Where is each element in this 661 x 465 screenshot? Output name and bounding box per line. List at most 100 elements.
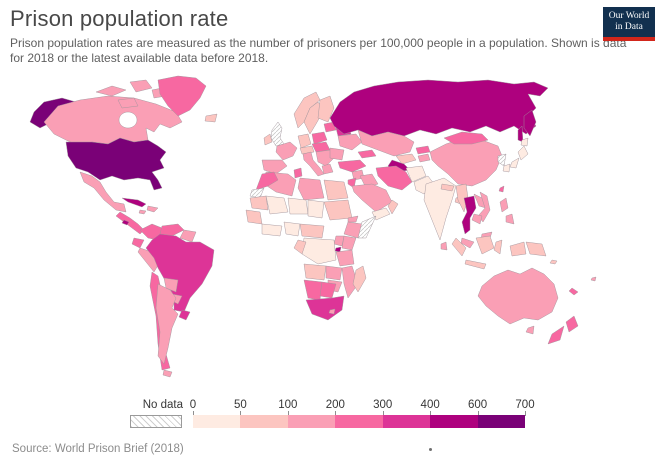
country-ecuador[interactable]: [131, 237, 145, 249]
country-mexico[interactable]: [79, 171, 127, 213]
region-balkans[interactable]: [315, 149, 335, 167]
country-madagascar[interactable]: [352, 265, 367, 293]
philippines-mindanao[interactable]: [505, 213, 515, 225]
country-uzbekistan[interactable]: [395, 153, 417, 165]
region-west-africa-coast[interactable]: [261, 223, 283, 237]
country-uruguay[interactable]: [178, 309, 191, 321]
country-south-korea[interactable]: [502, 163, 511, 173]
russia-kamchatka[interactable]: [523, 109, 537, 137]
country-zambia[interactable]: [325, 265, 343, 281]
indonesia-west-papua[interactable]: [509, 241, 527, 257]
country-rwanda[interactable]: [334, 246, 342, 253]
country-nepal[interactable]: [440, 183, 455, 192]
country-libya[interactable]: [297, 177, 325, 201]
country-russia[interactable]: [329, 79, 549, 137]
country-malaysia[interactable]: [460, 237, 475, 249]
legend-bin-swatch[interactable]: [430, 415, 478, 428]
legend-bin-swatch[interactable]: [287, 415, 336, 428]
canadian-arctic-island[interactable]: [129, 79, 153, 93]
country-ukraine[interactable]: [337, 133, 363, 151]
country-france[interactable]: [275, 141, 298, 161]
country-japan[interactable]: [517, 145, 529, 161]
country-india[interactable]: [423, 177, 457, 241]
country-kyrgyzstan[interactable]: [415, 145, 431, 155]
country-australia[interactable]: [477, 267, 559, 325]
country-poland[interactable]: [311, 131, 328, 145]
indonesia-java[interactable]: [464, 259, 487, 270]
owid-logo[interactable]: Our World in Data: [603, 7, 655, 41]
country-iceland[interactable]: [204, 113, 218, 123]
country-botswana[interactable]: [319, 281, 337, 299]
country-turkey[interactable]: [337, 159, 367, 173]
country-morocco[interactable]: [255, 171, 279, 191]
country-dr-congo[interactable]: [301, 237, 337, 265]
country-north-korea[interactable]: [497, 153, 507, 167]
country-fiji[interactable]: [590, 276, 597, 282]
country-oman[interactable]: [387, 199, 399, 215]
country-south-africa[interactable]: [305, 295, 345, 321]
country-chad[interactable]: [307, 199, 325, 219]
philippines-luzon[interactable]: [499, 197, 509, 213]
country-mozambique[interactable]: [341, 265, 359, 299]
country-niger[interactable]: [287, 197, 309, 215]
country-uganda[interactable]: [333, 235, 345, 247]
country-germany[interactable]: [297, 133, 312, 149]
country-venezuela[interactable]: [159, 223, 185, 237]
country-finland[interactable]: [317, 95, 335, 123]
country-solomon-islands[interactable]: [549, 259, 558, 265]
country-angola[interactable]: [303, 263, 327, 281]
japan-hokkaido[interactable]: [520, 137, 529, 147]
indonesia-borneo[interactable]: [475, 235, 495, 255]
country-united-kingdom[interactable]: [270, 121, 285, 147]
country-ireland[interactable]: [263, 133, 273, 146]
tierra-del-fuego[interactable]: [162, 369, 173, 378]
country-nigeria[interactable]: [283, 221, 301, 237]
legend-bin-swatch[interactable]: [240, 415, 288, 428]
country-tanzania[interactable]: [335, 249, 355, 267]
country-kenya[interactable]: [341, 235, 357, 251]
country-lesotho[interactable]: [328, 308, 336, 315]
australia-tasmania[interactable]: [525, 325, 535, 335]
country-thailand[interactable]: [461, 195, 477, 235]
country-sudan[interactable]: [323, 199, 353, 221]
country-iran[interactable]: [375, 165, 413, 191]
no-data-swatch[interactable]: [130, 415, 182, 428]
country-vietnam[interactable]: [477, 191, 491, 223]
region-iberia[interactable]: [261, 159, 288, 175]
region-central-america[interactable]: [115, 211, 145, 235]
region-cameroon-car[interactable]: [299, 223, 325, 239]
country-jamaica[interactable]: [138, 209, 147, 215]
country-new-caledonia[interactable]: [568, 287, 579, 296]
country-mauritania[interactable]: [249, 195, 269, 211]
region-senegal-guinea[interactable]: [245, 209, 263, 225]
country-mongolia[interactable]: [443, 131, 489, 145]
legend-bin-swatch[interactable]: [193, 415, 241, 428]
region-romania-bulgaria[interactable]: [329, 147, 345, 161]
canadian-arctic-island[interactable]: [95, 85, 127, 97]
country-hispaniola[interactable]: [146, 205, 159, 213]
legend-bin-swatch[interactable]: [382, 415, 431, 428]
country-greece[interactable]: [321, 163, 334, 175]
country-saudi-arabia[interactable]: [351, 183, 393, 213]
legend-bin-swatch[interactable]: [477, 415, 525, 428]
country-taiwan[interactable]: [498, 185, 505, 193]
new-zealand-south-island[interactable]: [547, 325, 565, 345]
canadian-arctic-island[interactable]: [117, 97, 139, 109]
country-cambodia[interactable]: [471, 213, 483, 225]
country-mali[interactable]: [265, 195, 289, 215]
country-tunisia[interactable]: [293, 167, 303, 179]
country-cuba[interactable]: [121, 197, 147, 208]
legend-bin-swatch[interactable]: [335, 415, 383, 428]
country-argentina[interactable]: [155, 283, 179, 365]
country-papua-new-guinea[interactable]: [525, 241, 547, 257]
country-china[interactable]: [429, 137, 503, 187]
indonesia-sulawesi[interactable]: [493, 239, 503, 255]
indonesia-sumatra[interactable]: [451, 237, 467, 257]
country-somalia[interactable]: [357, 215, 377, 239]
country-greenland[interactable]: [157, 75, 207, 117]
country-afghanistan[interactable]: [405, 165, 427, 183]
country-eritrea[interactable]: [347, 215, 359, 223]
country-namibia[interactable]: [303, 279, 323, 301]
country-el-salvador[interactable]: [121, 219, 130, 226]
region-gabon-congo[interactable]: [293, 239, 307, 255]
